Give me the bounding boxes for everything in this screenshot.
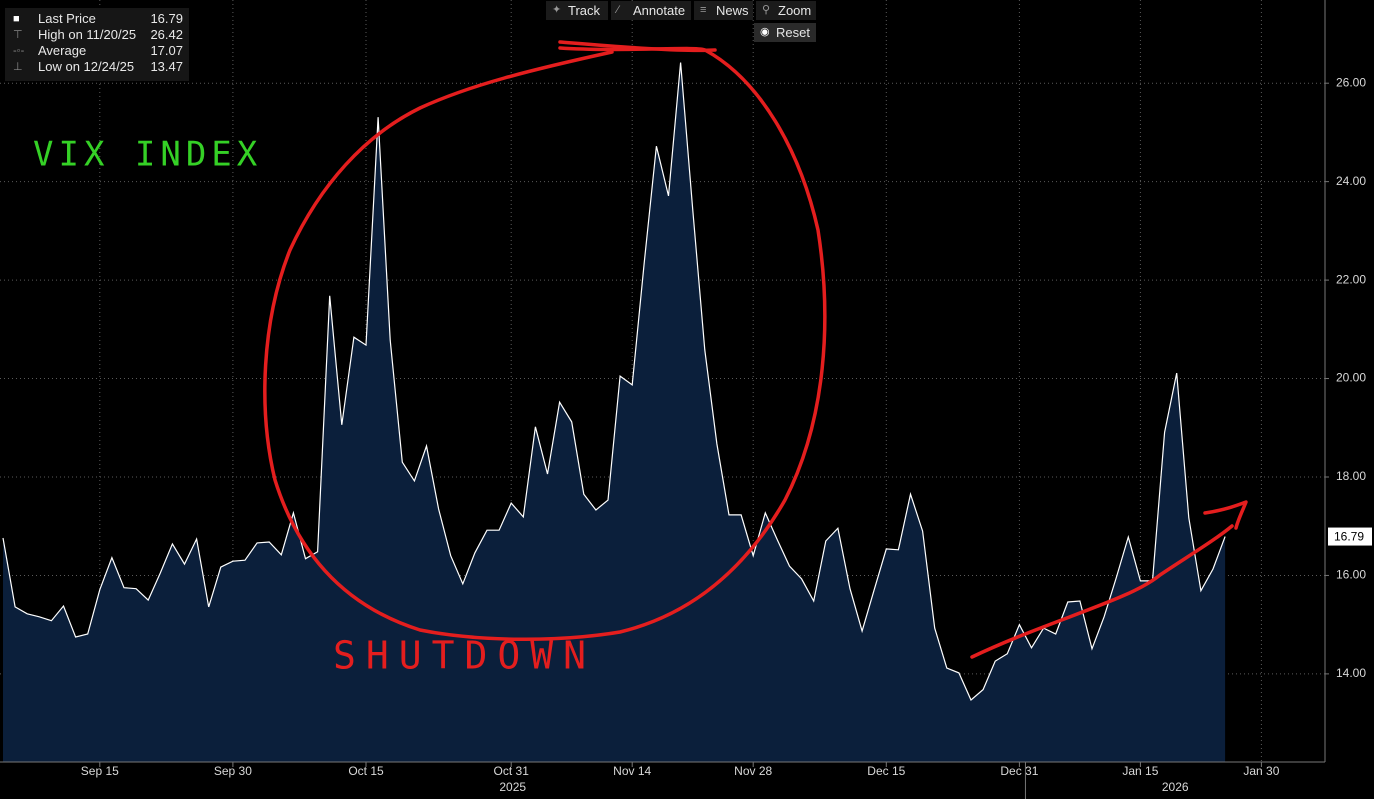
y-tick-label: 22.00 <box>1336 272 1366 286</box>
button-label: News <box>716 3 749 18</box>
x-tick-label: Dec 15 <box>867 764 905 778</box>
track-button[interactable]: ✦ Track <box>546 1 608 20</box>
x-tick-label: Oct 31 <box>494 764 530 778</box>
legend-label: Low on 12/24/25 <box>38 59 135 74</box>
legend-value: 17.07 <box>150 43 183 58</box>
annotation-circle <box>263 46 827 642</box>
y-tick-label: 14.00 <box>1336 666 1366 680</box>
annotation-arrow <box>970 524 1234 659</box>
button-label: Reset <box>776 25 810 40</box>
x-tick-label: Jan 30 <box>1243 764 1279 778</box>
line <box>2 62 1226 701</box>
annotate-button[interactable]: ∕ Annotate <box>611 1 691 20</box>
y-tick-label: 20.00 <box>1336 371 1366 385</box>
x-tick-label: Oct 15 <box>348 764 384 778</box>
news-button[interactable]: ≡ News <box>694 1 753 20</box>
legend-value: 26.42 <box>150 27 183 42</box>
y-tick-label: 26.00 <box>1336 75 1366 89</box>
x-tick-label: Sep 15 <box>81 764 119 778</box>
x-tick-label: Dec 31 <box>1000 764 1038 778</box>
reset-button[interactable]: ◉ Reset <box>754 23 816 42</box>
y-tick-label: 16.00 <box>1336 568 1366 582</box>
x-tick-label: Sep 30 <box>214 764 252 778</box>
zoom-button[interactable]: ⚲ Zoom <box>756 1 816 20</box>
legend-item: ■ Last Price 16.79 <box>13 11 183 26</box>
annotation-label: SHUTDOWN <box>333 634 596 678</box>
legend-value: 16.79 <box>150 11 183 26</box>
x-tick-label: Nov 28 <box>734 764 772 778</box>
legend-label: Last Price <box>38 11 96 26</box>
button-label: Annotate <box>633 3 686 18</box>
legend-item: ⊤ High on 11/20/25 26.42 <box>13 27 183 42</box>
x-tick-label: Nov 14 <box>613 764 651 778</box>
y-tick-label: 24.00 <box>1336 174 1366 188</box>
legend: ■ Last Price 16.79 ⊤ High on 11/20/25 26.42 … <box>5 8 189 81</box>
x-tick-label: Jan 15 <box>1122 764 1158 778</box>
annotation-arrowhead <box>1203 500 1248 530</box>
y-tick-label: 18.00 <box>1336 469 1366 483</box>
year-label: 2026 <box>1162 780 1189 794</box>
button-label: Zoom <box>778 3 812 18</box>
legend-item: ⊥ Low on 12/24/25 13.47 <box>13 59 183 74</box>
legend-label: High on 11/20/25 <box>38 27 137 42</box>
legend-item: -◦- Average 17.07 <box>13 43 183 58</box>
legend-value: 13.47 <box>150 59 183 74</box>
last-price-tag <box>1328 527 1372 546</box>
year-label: 2025 <box>499 780 526 794</box>
annotation-label: VIX INDEX <box>33 135 262 175</box>
button-label: Track <box>568 3 601 18</box>
legend-label: Average <box>38 43 87 58</box>
area <box>3 62 1226 762</box>
last-price-label: 16.79 <box>1334 530 1364 544</box>
